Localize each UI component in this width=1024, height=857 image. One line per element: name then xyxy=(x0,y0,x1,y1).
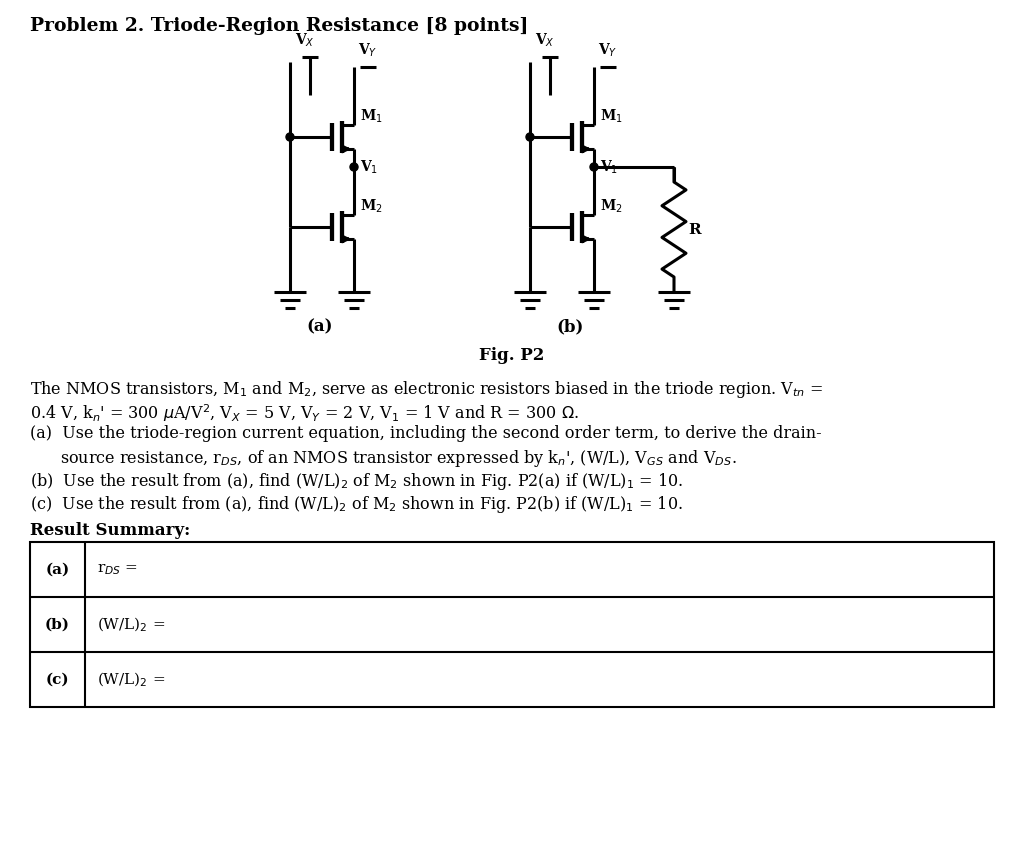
Text: V$_X$: V$_X$ xyxy=(295,32,315,49)
Circle shape xyxy=(526,133,534,141)
Bar xyxy=(30,542,994,707)
Text: Result Summary:: Result Summary: xyxy=(30,522,190,539)
Text: source resistance, r$_{DS}$, of an NMOS transistor expressed by k$_n$', (W/L), V: source resistance, r$_{DS}$, of an NMOS … xyxy=(60,448,736,469)
Text: Problem 2. Triode-Region Resistance [8 points]: Problem 2. Triode-Region Resistance [8 p… xyxy=(30,17,528,35)
Text: V$_1$: V$_1$ xyxy=(600,159,618,176)
Text: (c): (c) xyxy=(46,673,70,686)
Circle shape xyxy=(286,133,294,141)
Text: 0.4 V, k$_n$' = 300 $\mu$A/V$^2$, V$_X$ = 5 V, V$_Y$ = 2 V, V$_1$ = 1 V and R = : 0.4 V, k$_n$' = 300 $\mu$A/V$^2$, V$_X$ … xyxy=(30,402,579,423)
Text: (b): (b) xyxy=(45,618,70,632)
Text: Fig. P2: Fig. P2 xyxy=(479,347,545,364)
Text: M$_1$: M$_1$ xyxy=(600,108,623,125)
Circle shape xyxy=(350,163,358,171)
Text: M$_1$: M$_1$ xyxy=(360,108,383,125)
Text: (a)  Use the triode-region current equation, including the second order term, to: (a) Use the triode-region current equati… xyxy=(30,425,821,442)
Text: (W/L)$_2$ =: (W/L)$_2$ = xyxy=(97,670,165,689)
Text: The NMOS transistors, M$_1$ and M$_2$, serve as electronic resistors biased in t: The NMOS transistors, M$_1$ and M$_2$, s… xyxy=(30,379,823,400)
Text: V$_1$: V$_1$ xyxy=(360,159,378,176)
Text: (c)  Use the result from (a), find (W/L)$_2$ of M$_2$ shown in Fig. P2(b) if (W/: (c) Use the result from (a), find (W/L)$… xyxy=(30,494,683,515)
Text: (b)  Use the result from (a), find (W/L)$_2$ of M$_2$ shown in Fig. P2(a) if (W/: (b) Use the result from (a), find (W/L)$… xyxy=(30,471,683,492)
Text: V$_X$: V$_X$ xyxy=(536,32,555,49)
Text: M$_2$: M$_2$ xyxy=(600,198,623,215)
Text: V$_Y$: V$_Y$ xyxy=(358,42,378,59)
Text: (b): (b) xyxy=(556,319,584,335)
Circle shape xyxy=(590,163,598,171)
Text: r$_{DS}$ =: r$_{DS}$ = xyxy=(97,562,138,577)
Text: R: R xyxy=(688,223,700,237)
Text: (a): (a) xyxy=(45,562,70,577)
Text: (W/L)$_2$ =: (W/L)$_2$ = xyxy=(97,615,165,633)
Text: (a): (a) xyxy=(307,319,333,335)
Text: M$_2$: M$_2$ xyxy=(360,198,383,215)
Text: V$_Y$: V$_Y$ xyxy=(598,42,617,59)
